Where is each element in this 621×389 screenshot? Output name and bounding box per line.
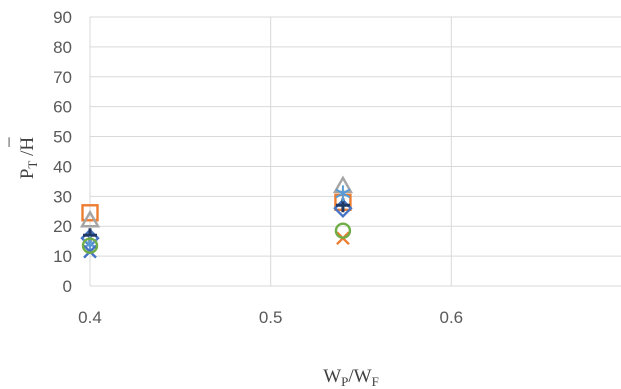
data-markers: [79, 175, 354, 259]
y-tick-label: 70: [53, 68, 72, 87]
x-tick-label: 0.4: [78, 308, 102, 327]
data-point-triangle: [79, 209, 101, 228]
x-tick-label: 0.6: [440, 308, 464, 327]
y-tick-label: 60: [53, 98, 72, 117]
y-tick-label: 40: [53, 157, 72, 176]
x-axis-ticks: 0.4 0.5 0.6: [78, 308, 463, 327]
y-tick-label: 10: [53, 247, 72, 266]
x-tick-label: 0.5: [259, 308, 283, 327]
y-tick-label: 80: [53, 38, 72, 57]
y-tick-label: 50: [53, 128, 72, 147]
x-axis-title: WP/WF: [323, 366, 379, 389]
data-point-circle: [81, 237, 99, 254]
y-axis-title: PT /H¯: [7, 137, 40, 180]
grid: [89, 16, 621, 287]
y-tick-label: 20: [53, 217, 72, 236]
data-point-circle: [334, 222, 352, 239]
y-tick-label: 30: [53, 187, 72, 206]
y-axis-ticks: 0 10 20 30 40 50 60 70 80 90: [53, 8, 72, 296]
y-tick-label: 90: [53, 8, 72, 27]
data-point-square: [81, 204, 99, 222]
data-point-star: [335, 185, 351, 202]
y-tick-label: 0: [63, 277, 72, 296]
